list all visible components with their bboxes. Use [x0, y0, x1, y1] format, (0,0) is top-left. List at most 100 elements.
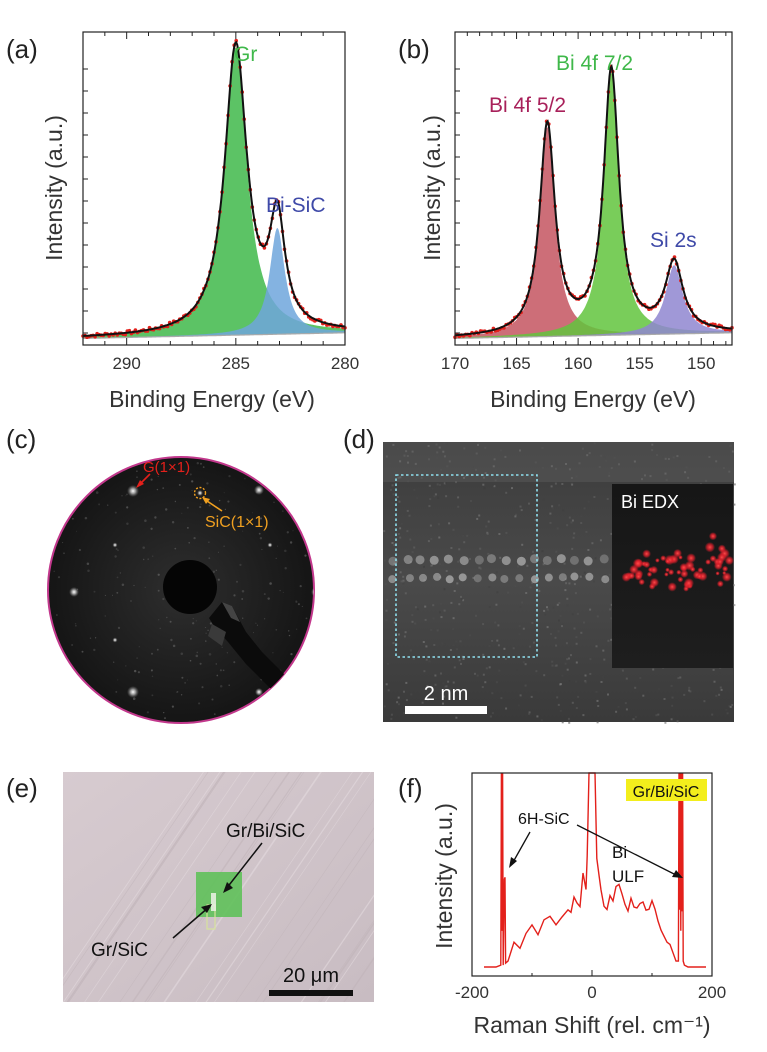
x-tick-label: 155: [625, 354, 653, 373]
edx-bi-signal: [649, 565, 659, 575]
edx-bi-signal: [696, 573, 703, 580]
diffraction-spot: [254, 485, 264, 495]
edx-bi-signal: [646, 571, 653, 577]
x-tick-label: 150: [687, 354, 715, 373]
edx-bi-signal: [676, 569, 682, 575]
atom-column: [433, 572, 442, 581]
edx-bi-signal: [705, 559, 711, 565]
x-tick-label: 280: [331, 354, 359, 373]
optical-micrograph: Gr/Bi/SiC Gr/SiC 20 μm: [63, 772, 374, 1002]
atom-column: [473, 574, 482, 583]
electron-gun-shadow: [163, 560, 217, 614]
edx-bi-signal: [708, 532, 718, 541]
atom-column: [419, 573, 428, 582]
panel-label-f: (f): [398, 773, 423, 803]
edx-region-box: [395, 474, 538, 658]
background-line: [455, 332, 732, 339]
x-tick-label: 165: [502, 354, 530, 373]
edx-bi-signal: [643, 561, 651, 569]
peak-label-bi4f72: Bi 4f 7/2: [556, 52, 633, 75]
peak-label-bi4f52: Bi 4f 5/2: [489, 94, 566, 117]
diffraction-spot: [127, 686, 139, 698]
edx-bi-signal: [722, 565, 729, 572]
edx-bi-signal: [715, 571, 720, 576]
edx-bi-signal: [680, 569, 689, 578]
edx-bi-signal: [628, 572, 636, 580]
peak-label-gr: Gr: [234, 43, 257, 66]
edx-bi-signal: [717, 544, 727, 553]
fit-envelope-line: [454, 63, 733, 337]
sample-highlight: [626, 779, 707, 801]
atom-column: [443, 554, 453, 564]
edx-bi-signal: [664, 572, 669, 577]
atom-column: [501, 556, 511, 566]
panel-label-e: (e): [6, 773, 38, 803]
atom-column: [388, 575, 397, 584]
g11-label: G(1×1): [143, 459, 190, 476]
edx-bi-signal: [655, 558, 660, 563]
y-axis-label: Intensity (a.u.): [41, 115, 67, 261]
x-tick-label: 0: [587, 983, 596, 1002]
xps-c1s-chart: 290 285 280 Gr Bi-SiC Binding Energy (eV) …: [41, 31, 359, 412]
y-axis-label: Intensity (a.u.): [419, 115, 445, 261]
y-axis-label: Intensity (a.u.): [431, 803, 457, 949]
atom-column: [570, 572, 579, 581]
atom-column: [515, 574, 524, 583]
data-point: [234, 38, 238, 43]
gr-bi-sic-arrow: [225, 842, 263, 890]
edx-bi-signal: [686, 553, 696, 563]
diffraction-spot: [69, 587, 79, 597]
diffraction-spot: [197, 490, 203, 496]
x-axis-label: Binding Energy (eV): [109, 386, 315, 412]
background-line: [83, 332, 345, 339]
atom-column: [474, 555, 484, 565]
panel-label-a: (a): [6, 34, 38, 64]
edx-bi-signal: [632, 558, 644, 569]
atom-column: [415, 555, 425, 565]
atom-column: [488, 573, 497, 582]
x-tick-label: 200: [698, 983, 726, 1002]
sample-label: Gr/Bi/SiC: [633, 784, 700, 801]
xps-bi4f-chart: 170 165 160 155 150 Bi 4f 5/2 Bi 4f 7/2 Si 2…: [419, 31, 734, 412]
atom-column: [429, 555, 439, 565]
diffraction-spot: [311, 587, 314, 597]
sic-arrow-left: [511, 831, 531, 865]
edx-bi-signal: [677, 576, 684, 583]
sic11-dashed-circle: [193, 486, 207, 500]
edx-bi-signal: [649, 577, 660, 588]
gr-bi-sic-region: [196, 872, 242, 917]
edx-bi-signal: [668, 569, 675, 576]
atom-column: [405, 574, 414, 583]
edx-bi-signal: [667, 582, 677, 592]
edx-bi-signal: [665, 558, 671, 564]
atom-column: [599, 554, 609, 564]
gr-bi-sic-label: Gr/Bi/SiC: [226, 821, 305, 842]
sample-holder-shadow: [209, 602, 300, 704]
atom-column: [458, 573, 467, 582]
edx-bi-signal: [642, 549, 651, 559]
raman-chart: -200 0 200 Gr/Bi/SiC 6H-SiC Bi ULF Raman S…: [431, 772, 726, 1038]
edx-bi-signal: [716, 580, 724, 588]
x-axis-label: Raman Shift (rel. cm⁻¹): [473, 1012, 710, 1038]
edx-label: Bi EDX: [621, 492, 679, 512]
atom-column: [583, 556, 593, 566]
peak-label-bi-sic: Bi-SiC: [266, 194, 326, 217]
leed-pattern-image: G(1×1) SiC(1×1): [47, 456, 315, 724]
atom-column: [486, 554, 496, 564]
x-tick-label: 160: [564, 354, 592, 373]
atom-column: [585, 572, 594, 581]
edx-bi-signal: [724, 555, 734, 566]
atom-column: [445, 575, 454, 584]
sic11-label: SiC(1×1): [205, 514, 269, 531]
scale-bar: [269, 990, 353, 996]
tem-cross-section-image: Bi EDX 2 nm: [383, 442, 736, 724]
atom-column: [558, 573, 567, 582]
raman-series-line: [484, 772, 706, 968]
sic-label: 6H-SiC: [518, 811, 570, 828]
edx-bi-signal: [683, 585, 689, 592]
x-axis-label: Binding Energy (eV): [490, 386, 696, 412]
edx-bi-signal: [721, 572, 732, 582]
gr-sic-label: Gr/SiC: [91, 940, 148, 961]
scale-bar-label: 20 μm: [283, 965, 339, 987]
